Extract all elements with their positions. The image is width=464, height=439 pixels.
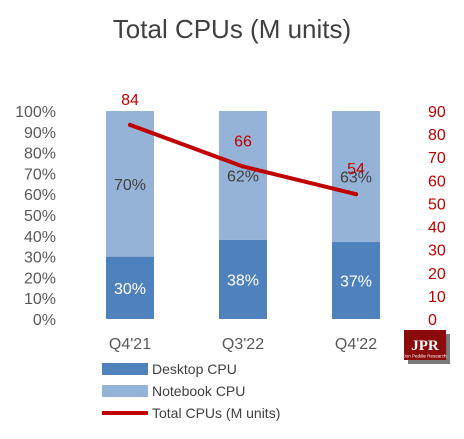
left-axis-tick-label: 100% xyxy=(15,104,56,121)
legend: Desktop CPU Notebook CPU Total CPUs (M uni… xyxy=(102,361,280,421)
total-cpus-point xyxy=(354,192,358,196)
total-cpus-data-label: 84 xyxy=(121,92,139,109)
left-axis-tick-label: 50% xyxy=(24,208,56,225)
right-axis-tick-label: 90 xyxy=(428,104,446,121)
left-axis: 0% 10% 20% 30% 40% 50% 60% 70% 80% 90% 100% xyxy=(15,104,56,329)
left-axis-tick-label: 10% xyxy=(24,291,56,308)
left-axis-tick-label: 80% xyxy=(24,146,56,163)
left-axis-tick-label: 70% xyxy=(24,166,56,183)
right-axis-tick-label: 30 xyxy=(428,243,446,260)
right-axis-tick-label: 60 xyxy=(428,173,446,190)
total-cpus-m-units--legend-label: Total CPUs (M units) xyxy=(152,405,280,421)
total-cpus-point xyxy=(241,164,245,168)
left-axis-tick-label: 20% xyxy=(24,270,56,287)
jpr-logo: JPR Jon Peddie Research xyxy=(403,330,450,364)
desktop-cpu-data-label: 38% xyxy=(227,272,259,289)
right-axis-tick-label: 80 xyxy=(428,127,446,144)
desktop-cpu-legend-label: Desktop CPU xyxy=(152,361,237,377)
right-axis-tick-label: 10 xyxy=(428,289,446,306)
desktop-cpu-data-label: 37% xyxy=(340,274,372,291)
total-cpus-data-label: 66 xyxy=(234,133,252,150)
jpr-logo-text: JPR xyxy=(411,338,439,354)
total-cpus-data-label: 54 xyxy=(347,161,365,178)
jpr-logo-subtext: Jon Peddie Research xyxy=(403,354,447,359)
x-axis-tick-label: Q3'22 xyxy=(222,336,264,353)
left-axis-tick-label: 60% xyxy=(24,187,56,204)
right-axis-tick-label: 70 xyxy=(428,150,446,167)
notebook-cpu-legend-label: Notebook CPU xyxy=(152,383,245,399)
notebook-cpu-data-label: 70% xyxy=(114,177,146,194)
left-axis-tick-label: 30% xyxy=(24,250,56,267)
notebook-cpu-legend-swatch xyxy=(102,385,148,397)
total-cpus-point xyxy=(128,123,132,127)
left-axis-tick-label: 90% xyxy=(24,125,56,142)
x-axis-tick-label: Q4'21 xyxy=(109,336,151,353)
desktop-cpu-legend-swatch xyxy=(102,363,148,375)
right-axis: 0 10 20 30 40 50 60 70 80 90 xyxy=(428,104,446,329)
desktop-cpu-data-label: 30% xyxy=(114,281,146,298)
chart-title: Total CPUs (M units) xyxy=(113,14,351,44)
left-axis-tick-label: 40% xyxy=(24,229,56,246)
x-axis: Q4'21 Q3'22 Q4'22 xyxy=(109,336,377,353)
right-axis-tick-label: 20 xyxy=(428,266,446,283)
right-axis-tick-label: 50 xyxy=(428,196,446,213)
right-axis-tick-label: 0 xyxy=(428,312,437,329)
x-axis-tick-label: Q4'22 xyxy=(335,336,377,353)
left-axis-tick-label: 0% xyxy=(33,312,56,329)
right-axis-tick-label: 40 xyxy=(428,220,446,237)
